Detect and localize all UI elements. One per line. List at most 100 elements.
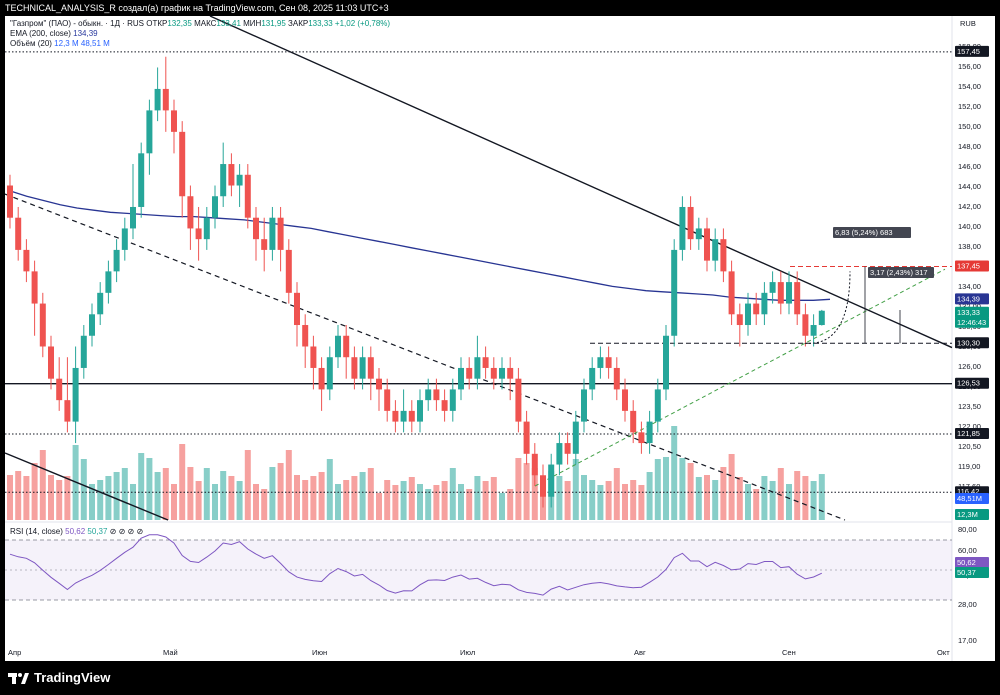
candle-body xyxy=(523,421,530,454)
candle-body xyxy=(638,432,645,444)
rsi-tag-bg xyxy=(955,557,989,568)
symbol-name: "Газпром" (ПАО) - обыкн. · 1Д · RUS xyxy=(10,19,145,28)
volume-bar xyxy=(761,476,768,520)
time-axis-label: Июн xyxy=(312,648,327,657)
candle-body xyxy=(712,239,719,261)
candle-body xyxy=(679,206,686,250)
price-tick-label: 152,00 xyxy=(958,102,981,111)
candle-body xyxy=(130,206,136,229)
candle-body xyxy=(425,389,432,401)
volume-bar xyxy=(728,454,735,520)
volume-bar xyxy=(130,484,136,520)
chart-area[interactable] xyxy=(5,16,995,661)
volume-bar xyxy=(630,480,637,520)
candle-body xyxy=(630,410,637,433)
rsi-ma-value: 50,37 xyxy=(87,527,108,536)
price-tag-last: 133,33 xyxy=(957,308,980,317)
candle-body xyxy=(23,249,30,272)
low-value: 131,95 xyxy=(261,19,286,28)
price-tag-137: 137,45 xyxy=(957,262,980,271)
candle-body xyxy=(745,303,751,326)
candle-body xyxy=(646,421,653,444)
volume-ma-tag-bg xyxy=(955,493,989,504)
candle-body xyxy=(261,239,268,250)
rsi-tick-label: 60,00 xyxy=(958,546,977,555)
candle-body xyxy=(720,239,727,272)
price-tag-130-bg xyxy=(955,337,989,349)
price-tag-130: 130,30 xyxy=(957,338,980,347)
candle-body xyxy=(31,271,38,304)
rsi-tag: 50,62 xyxy=(957,558,976,567)
volume-bar xyxy=(638,485,645,520)
price-tag-157-bg xyxy=(955,45,989,57)
candle-body xyxy=(556,443,563,465)
volume-bar xyxy=(64,476,71,520)
time-axis-label: Окт xyxy=(937,648,950,657)
price-tick-label: 120,50 xyxy=(958,442,981,451)
candle-body xyxy=(121,228,128,250)
symbol-legend: "Газпром" (ПАО) - обыкн. · 1Д · RUS ОТКР… xyxy=(10,19,390,28)
volume-bar xyxy=(802,476,809,520)
price-tick-label: 140,00 xyxy=(958,222,981,231)
volume-bar xyxy=(7,475,13,520)
volume-bar xyxy=(359,472,366,520)
candle-body xyxy=(89,314,95,336)
candle-body xyxy=(753,303,760,315)
price-tag-121: 121,85 xyxy=(957,429,980,438)
time-axis-label: Май xyxy=(163,648,178,657)
candle-body xyxy=(507,367,514,379)
volume-bar xyxy=(556,476,563,520)
volume-bar xyxy=(400,481,407,520)
candle-body xyxy=(695,228,702,240)
candle-body xyxy=(171,110,177,132)
measure-label-up: 6,83 (5,24%) 683 xyxy=(835,228,893,237)
candle-body xyxy=(195,228,202,240)
volume-bar xyxy=(474,476,481,520)
candle-body xyxy=(786,282,792,304)
candle-body xyxy=(56,378,63,401)
volume-tag: 12,3M xyxy=(957,510,978,519)
candle-body xyxy=(15,217,22,250)
volume-bar xyxy=(367,468,374,520)
measure-label-up-bg xyxy=(833,227,911,238)
volume-bar xyxy=(310,476,317,520)
rsi-settings-icons[interactable]: ⊘ ⊘ ⊘ ⊘ xyxy=(109,527,144,536)
volume-bar xyxy=(753,489,760,520)
candle-body xyxy=(162,88,169,111)
close-value: 133,33 xyxy=(308,19,333,28)
uptrend-line-green xyxy=(534,268,946,487)
price-tick-label: 148,00 xyxy=(958,142,981,151)
volume-bar xyxy=(597,485,604,520)
volume-bar xyxy=(138,453,145,520)
candle-body xyxy=(572,421,579,454)
volume-tag-bg xyxy=(955,509,989,520)
volume-bar xyxy=(589,480,596,520)
close-label: ЗАКР xyxy=(288,19,309,28)
volume-bar xyxy=(564,481,571,520)
volume-bar xyxy=(499,493,505,520)
candle-body xyxy=(810,325,817,336)
candle-body xyxy=(39,303,46,347)
candle-body xyxy=(7,185,13,218)
volume-bar xyxy=(277,463,284,520)
volume-bar xyxy=(97,480,104,520)
volume-bar xyxy=(162,468,169,520)
candle-body xyxy=(318,367,325,390)
volume-label: Объём (20) xyxy=(10,39,52,48)
candle-body xyxy=(154,88,161,111)
volume-bar xyxy=(212,484,218,520)
price-tag-126-bg xyxy=(955,377,989,389)
open-label: ОТКР xyxy=(146,19,168,28)
price-tag-116: 116,42 xyxy=(957,487,979,496)
price-tick-label: 146,00 xyxy=(958,162,981,171)
candle-body xyxy=(236,174,243,186)
volume-bar xyxy=(507,489,514,520)
candle-body xyxy=(179,131,186,197)
volume-bar xyxy=(794,471,801,520)
tradingview-logo[interactable]: TradingView xyxy=(8,670,110,685)
open-value: 132,35 xyxy=(167,19,192,28)
volume-bar xyxy=(679,458,686,520)
volume-bar xyxy=(613,468,620,520)
candle-body xyxy=(408,410,415,422)
